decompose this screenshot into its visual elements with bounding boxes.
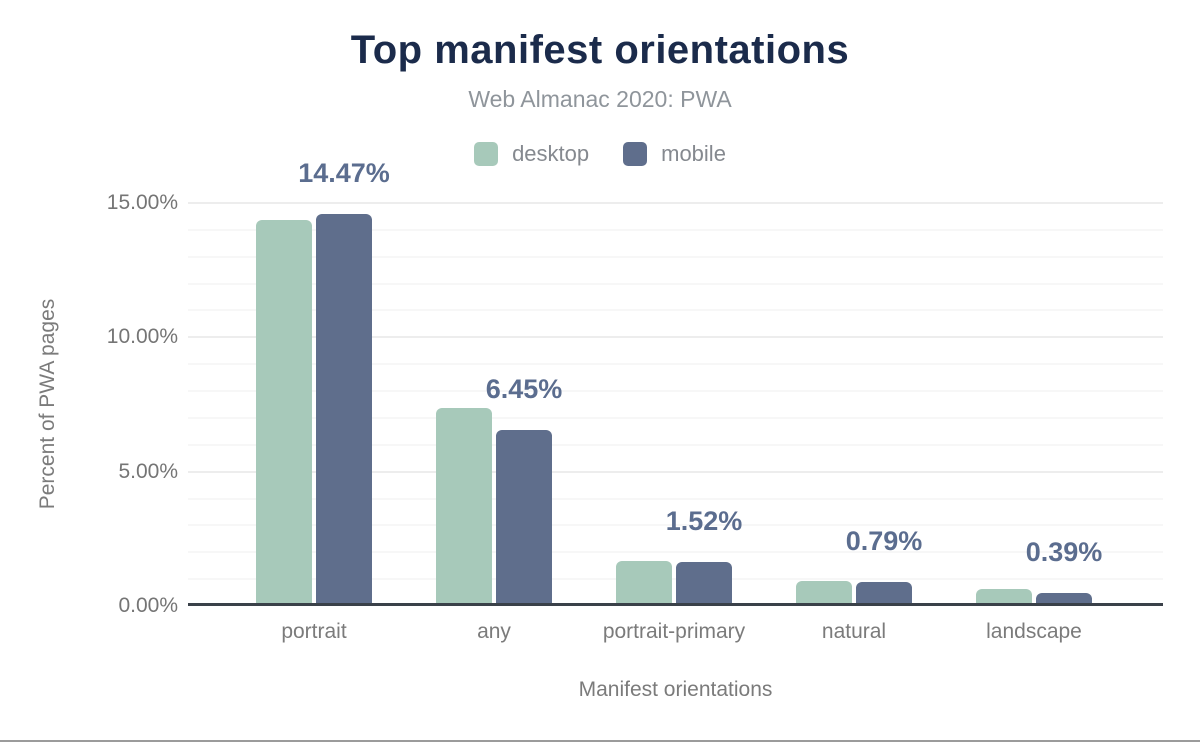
- major-gridline: [188, 202, 1163, 204]
- major-gridline: [188, 470, 1163, 473]
- legend-item-mobile: mobile: [623, 141, 726, 167]
- data-label-landscape: 0.39%: [1025, 536, 1103, 567]
- data-label-portrait: 14.47%: [298, 158, 390, 189]
- y-tick-label-15.00%: 15.00%: [106, 191, 178, 214]
- minor-gridline: [188, 282, 1163, 285]
- desktop-swatch-icon: [474, 142, 499, 166]
- x-tick-label-any: any: [477, 620, 511, 643]
- x-tick-label-landscape: landscape: [986, 620, 1082, 643]
- y-tick-label-0.00%: 0.00%: [118, 594, 178, 617]
- minor-gridline: [188, 363, 1163, 366]
- x-tick-label-portrait-primary: portrait-primary: [602, 620, 746, 643]
- minor-gridline: [188, 390, 1163, 393]
- minor-gridline: [188, 443, 1163, 446]
- chart-subtitle: Web Almanac 2020: PWA: [468, 86, 732, 112]
- y-tick-label-10.00%: 10.00%: [106, 325, 178, 349]
- data-label-any: 6.45%: [485, 373, 563, 404]
- minor-gridline: [188, 416, 1163, 419]
- bar-mobile-portrait-primary: [676, 562, 732, 603]
- legend-label-desktop: desktop: [512, 141, 590, 166]
- minor-gridline: [188, 255, 1163, 258]
- y-tick-label-5.00%: 5.00%: [118, 459, 178, 483]
- chart-title: Top manifest orientations: [350, 28, 850, 72]
- minor-gridline: [188, 228, 1163, 231]
- bar-mobile-any: [496, 429, 552, 603]
- y-axis-title: Percent of PWA pages: [36, 298, 59, 510]
- bar-desktop-portrait: [256, 220, 312, 603]
- bar-mobile-portrait: [316, 214, 372, 603]
- plot-area: [188, 202, 1163, 606]
- data-label-natural: 0.79%: [845, 525, 923, 556]
- bar-desktop-any: [436, 408, 492, 603]
- x-tick-label-portrait: portrait: [281, 620, 347, 643]
- minor-gridline: [188, 578, 1163, 581]
- bar-mobile-natural: [856, 581, 912, 603]
- bar-desktop-landscape: [976, 589, 1032, 603]
- bar-mobile-landscape: [1036, 592, 1092, 603]
- legend-label-mobile: mobile: [661, 141, 726, 166]
- x-tick-label-natural: natural: [821, 620, 887, 643]
- minor-gridline: [188, 309, 1163, 312]
- major-gridline: [188, 336, 1163, 339]
- legend-item-desktop: desktop: [474, 141, 589, 167]
- bar-desktop-natural: [796, 581, 852, 603]
- minor-gridline: [188, 551, 1163, 554]
- minor-gridline: [188, 524, 1163, 527]
- bar-desktop-portrait-primary: [616, 561, 672, 603]
- legend: desktop mobile: [0, 141, 1200, 167]
- data-label-portrait-primary: 1.52%: [665, 506, 743, 537]
- x-axis-title: Manifest orientations: [578, 678, 773, 701]
- mobile-swatch-icon: [623, 142, 648, 166]
- minor-gridline: [188, 497, 1163, 500]
